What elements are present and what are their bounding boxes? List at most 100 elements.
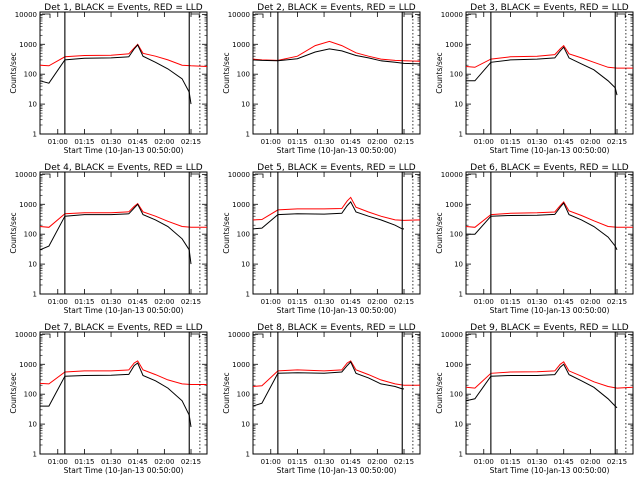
x-tick-label: 02:00: [154, 138, 174, 146]
chart-title: Det 1, BLACK = Events, RED = LLD: [44, 3, 203, 13]
x-tick-label: 01:15: [287, 298, 307, 306]
y-tick-label: 1000: [19, 201, 37, 209]
corner-marker: [42, 173, 51, 178]
x-tick-label: 01:00: [474, 458, 494, 466]
x-tick-label: 01:00: [48, 298, 68, 306]
x-tick-label: 01:15: [287, 458, 307, 466]
series-lld-line: [465, 44, 633, 69]
y-tick-label: 1: [33, 451, 37, 459]
corner-marker: [404, 13, 413, 18]
y-tick-label: 10000: [15, 11, 37, 19]
chart-title: Det 9, BLACK = Events, RED = LLD: [470, 323, 629, 333]
series-events-line: [466, 46, 618, 96]
x-tick-label: 02:15: [394, 138, 414, 146]
x-tick-label: 01:30: [101, 298, 121, 306]
y-tick-label: 1: [246, 291, 250, 299]
series-lld-line: [252, 360, 420, 387]
y-tick-label: 10000: [15, 171, 37, 179]
plot-frame: [39, 11, 208, 135]
plot-frame: [465, 331, 634, 455]
y-tick-label: 10000: [228, 171, 250, 179]
x-tick-label: 02:15: [181, 458, 201, 466]
x-tick-label: 01:30: [101, 138, 121, 146]
x-tick-label: 01:00: [261, 458, 281, 466]
x-tick-label: 01:30: [314, 298, 334, 306]
x-tick-label: 01:00: [261, 298, 281, 306]
x-tick-label: 01:15: [74, 298, 94, 306]
series-events-line: [466, 202, 618, 251]
x-tick-label: 01:30: [314, 458, 334, 466]
corner-marker: [617, 333, 626, 338]
x-tick-label: 02:00: [580, 138, 600, 146]
y-tick-label: 100: [450, 71, 463, 79]
y-tick-label: 1000: [445, 41, 463, 49]
plot-frame: [252, 11, 421, 135]
y-tick-label: 100: [237, 231, 250, 239]
corner-marker: [42, 13, 51, 18]
x-tick-label: 01:30: [101, 458, 121, 466]
corner-marker: [404, 173, 413, 178]
chart-panel-7: Det 7, BLACK = Events, RED = LLD 1 10 100 10…: [9, 323, 208, 475]
x-tick-label: 02:00: [154, 458, 174, 466]
corner-marker: [468, 173, 477, 178]
corner-marker: [255, 173, 264, 178]
x-tick-label: 02:15: [394, 458, 414, 466]
x-tick-label: 01:45: [341, 298, 361, 306]
corner-marker: [255, 333, 264, 338]
y-tick-label: 10: [241, 421, 250, 429]
series-events-line: [252, 201, 404, 230]
y-tick-label: 10000: [441, 331, 463, 339]
x-tick-label: 01:15: [500, 458, 520, 466]
series-lld-line: [465, 361, 634, 389]
x-tick-label: 01:30: [314, 138, 334, 146]
corner-marker: [191, 333, 200, 338]
chart-title: Det 2, BLACK = Events, RED = LLD: [257, 3, 416, 13]
x-tick-label: 01:45: [554, 458, 574, 466]
x-axis-label: Start Time (10-Jan-13 00:50:00): [64, 306, 184, 315]
y-tick-label: 1000: [445, 361, 463, 369]
x-axis-label: Start Time (10-Jan-13 00:50:00): [490, 146, 610, 155]
corner-marker: [617, 173, 626, 178]
x-axis-label: Start Time (10-Jan-13 00:50:00): [277, 466, 397, 475]
y-tick-label: 10: [28, 421, 37, 429]
chart-title: Det 3, BLACK = Events, RED = LLD: [470, 3, 629, 13]
y-tick-label: 1000: [445, 201, 463, 209]
x-axis-label: Start Time (10-Jan-13 00:50:00): [490, 306, 610, 315]
x-tick-label: 02:00: [367, 458, 387, 466]
y-tick-label: 1000: [232, 201, 250, 209]
y-tick-label: 100: [24, 71, 37, 79]
y-tick-label: 100: [24, 231, 37, 239]
chart-title: Det 8, BLACK = Events, RED = LLD: [257, 323, 416, 333]
chart-panel-9: Det 9, BLACK = Events, RED = LLD 1 10 100 10…: [435, 323, 634, 475]
y-tick-label: 1: [246, 451, 250, 459]
series-lld-line: [39, 360, 207, 385]
plot-frame: [465, 11, 634, 135]
chart-title: Det 7, BLACK = Events, RED = LLD: [44, 323, 203, 333]
x-tick-label: 01:00: [48, 458, 68, 466]
corner-marker: [191, 173, 200, 178]
y-tick-label: 10: [454, 101, 463, 109]
plot-frame: [465, 171, 634, 295]
y-tick-label: 10: [28, 261, 37, 269]
x-tick-label: 02:00: [580, 298, 600, 306]
x-tick-label: 01:00: [48, 138, 68, 146]
y-tick-label: 1000: [232, 361, 250, 369]
y-tick-label: 1: [33, 131, 37, 139]
x-tick-label: 01:45: [341, 458, 361, 466]
y-axis-label: Counts/sec: [435, 212, 444, 253]
y-tick-label: 1: [33, 291, 37, 299]
x-tick-label: 02:15: [181, 138, 201, 146]
x-axis-label: Start Time (10-Jan-13 00:50:00): [64, 146, 184, 155]
x-tick-label: 02:00: [367, 298, 387, 306]
y-tick-label: 10: [241, 261, 250, 269]
corner-marker: [191, 13, 200, 18]
x-tick-label: 01:45: [554, 298, 574, 306]
x-axis-label: Start Time (10-Jan-13 00:50:00): [64, 466, 184, 475]
chart-title: Det 6, BLACK = Events, RED = LLD: [470, 163, 629, 173]
x-tick-label: 02:15: [394, 298, 414, 306]
y-axis-label: Counts/sec: [9, 372, 18, 413]
corner-marker: [468, 13, 477, 18]
corner-marker: [255, 13, 264, 18]
y-tick-label: 1: [459, 451, 463, 459]
y-tick-label: 10: [241, 101, 250, 109]
